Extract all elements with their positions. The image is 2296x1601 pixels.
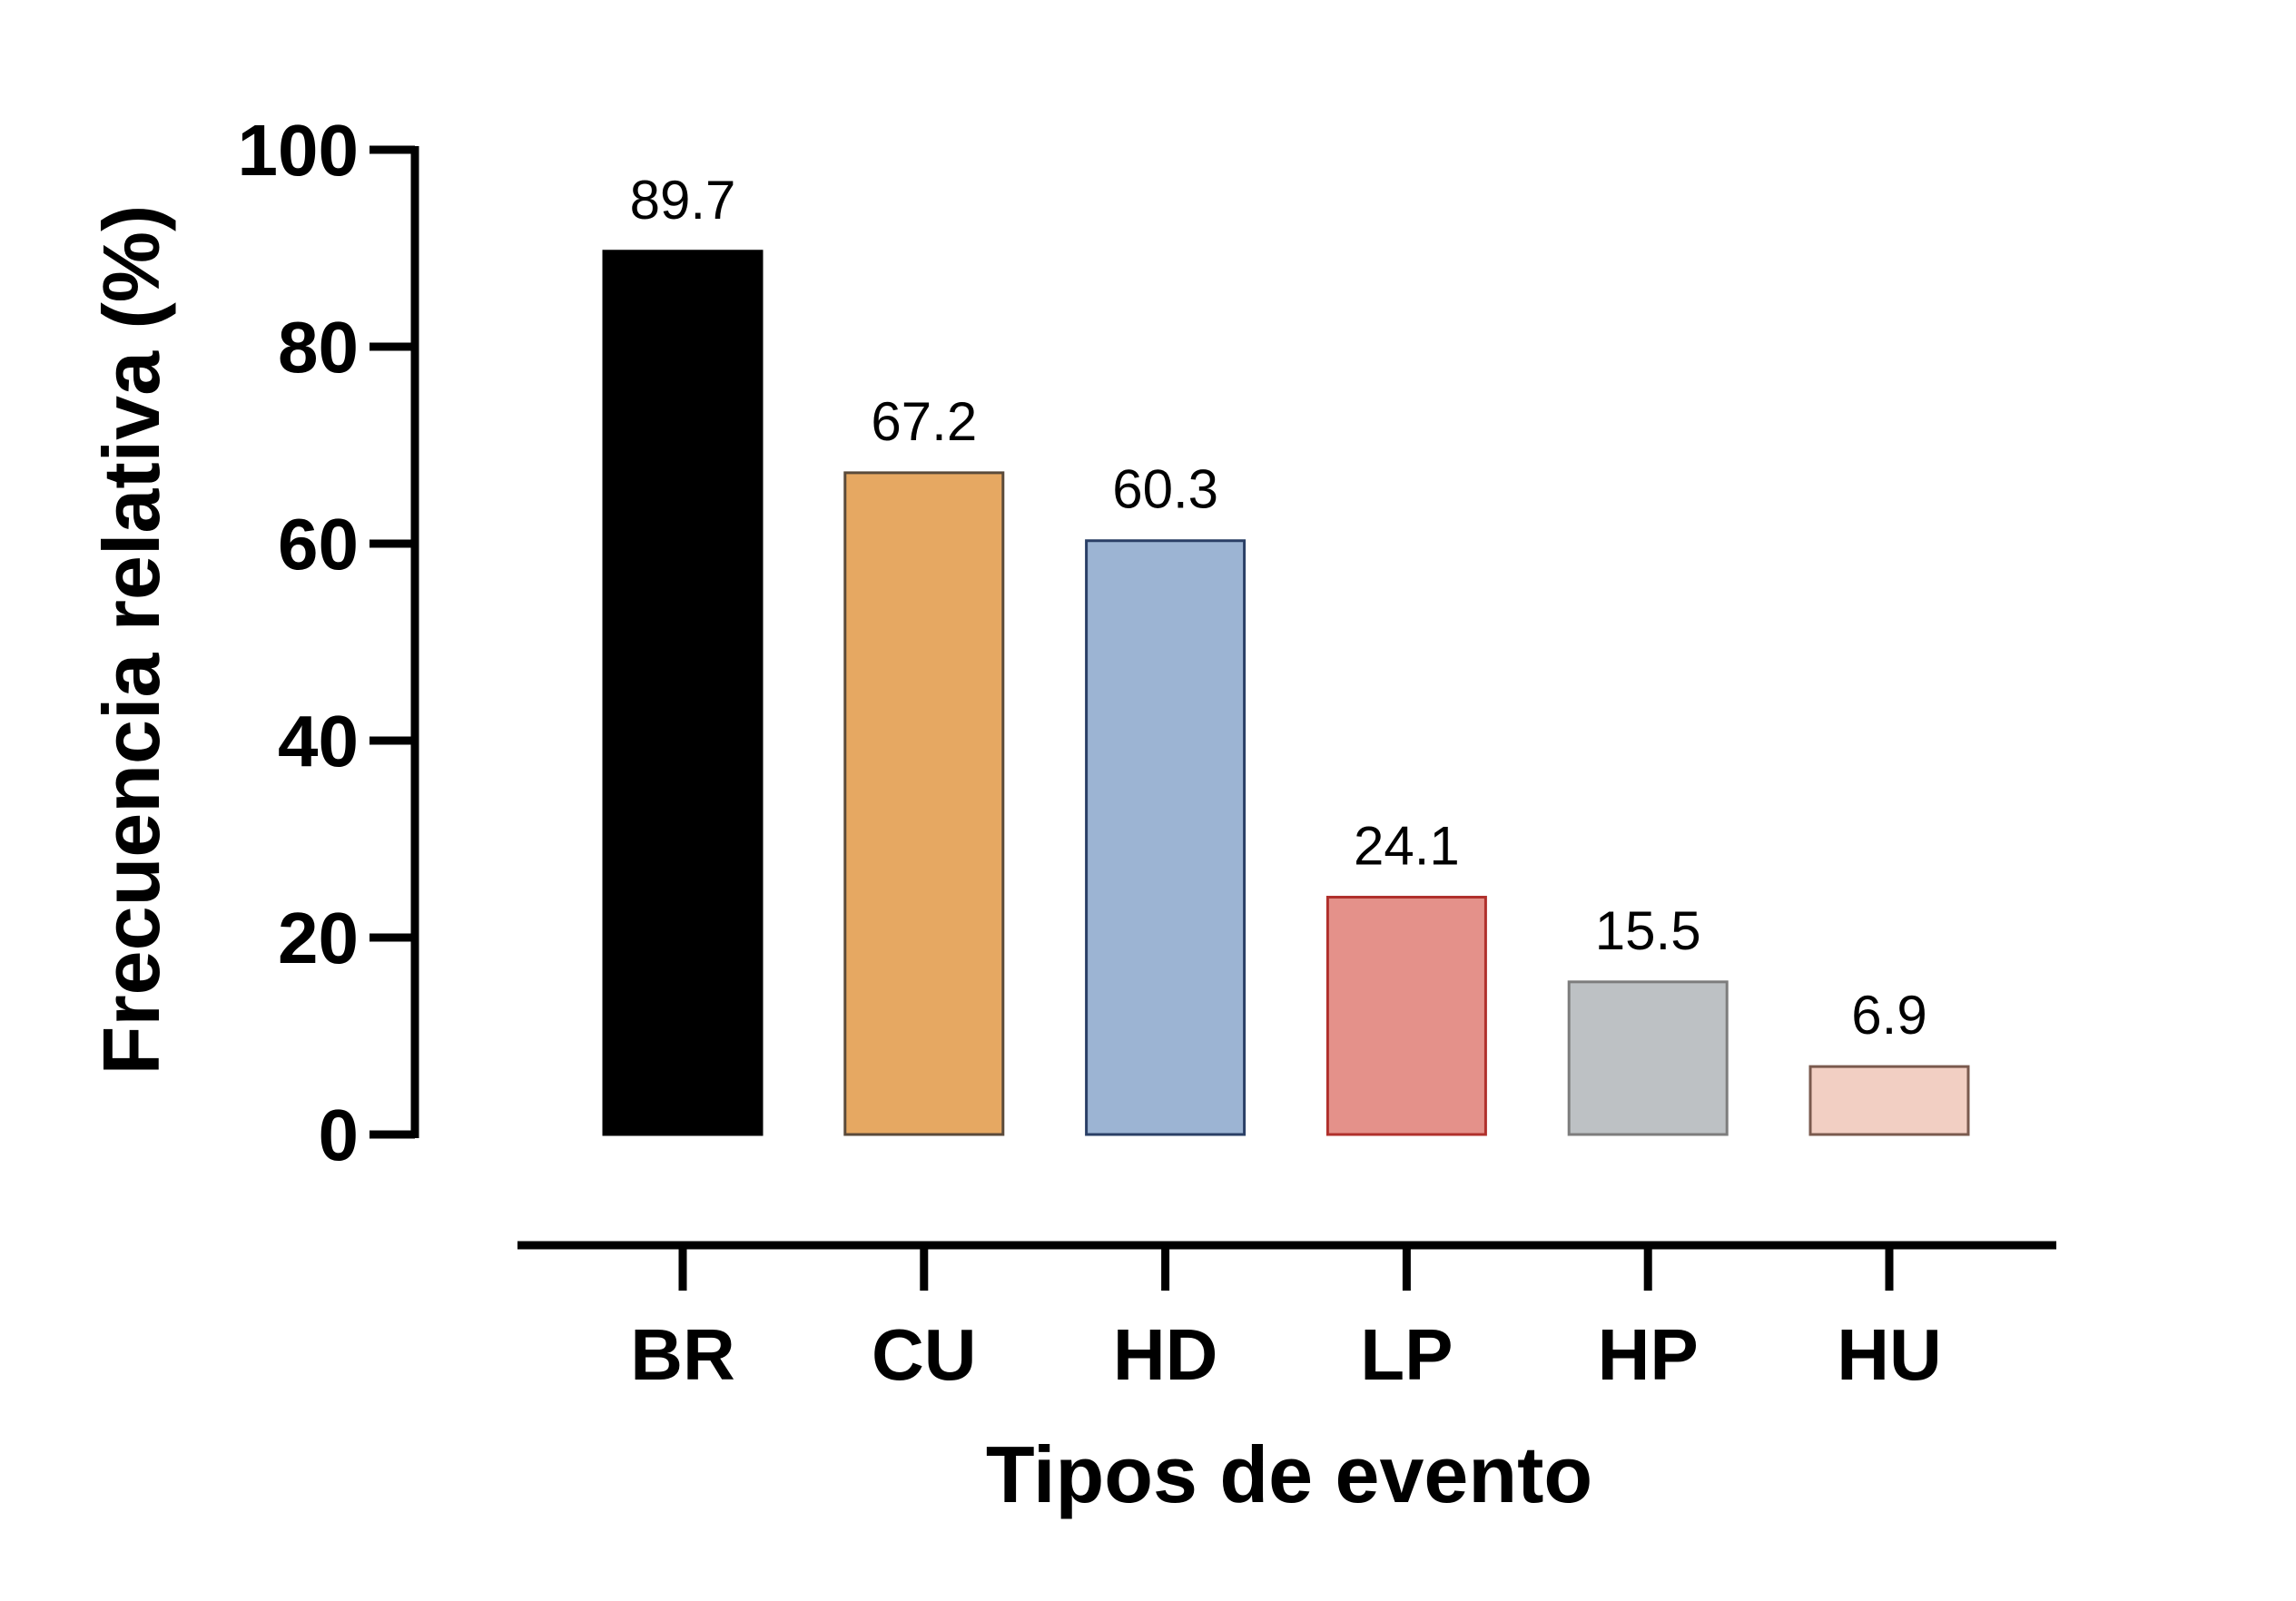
bar — [1808, 1065, 1970, 1136]
x-tick-label: HD — [1113, 1314, 1218, 1395]
y-axis: 0 20 40 60 80 100 — [238, 110, 419, 1175]
x-tick-label: LP — [1360, 1314, 1453, 1395]
bar — [1567, 980, 1729, 1136]
bar — [602, 250, 764, 1136]
y-tick-label: 100 — [238, 110, 359, 191]
x-tick-label: BR — [630, 1314, 735, 1395]
bar — [1325, 896, 1487, 1136]
x-tick-label: CU — [872, 1314, 977, 1395]
y-tick-label: 0 — [319, 1095, 360, 1175]
x-axis-title: Tipos de evento — [986, 1429, 1592, 1519]
bars-group: 89.7 67.2 60.3 24.1 15.5 6.9 — [602, 170, 1970, 1136]
data-label: 15.5 — [1595, 900, 1701, 961]
bar — [843, 471, 1005, 1136]
y-tick-label: 60 — [278, 504, 359, 584]
x-tick-label: HP — [1598, 1314, 1699, 1395]
data-label: 24.1 — [1354, 816, 1460, 877]
data-label: 67.2 — [871, 391, 977, 452]
y-axis-title: Frecuencia relativa (%) — [86, 205, 176, 1076]
x-tick-label: HU — [1837, 1314, 1942, 1395]
bar — [1085, 539, 1247, 1136]
x-axis: BR CU HD LP HP HU — [517, 1241, 2056, 1395]
y-tick-label: 20 — [278, 898, 359, 978]
data-label: 60.3 — [1112, 459, 1218, 520]
data-label: 89.7 — [630, 170, 736, 231]
y-tick-label: 40 — [278, 701, 359, 781]
y-tick-label: 80 — [278, 307, 359, 388]
data-label: 6.9 — [1851, 985, 1926, 1046]
